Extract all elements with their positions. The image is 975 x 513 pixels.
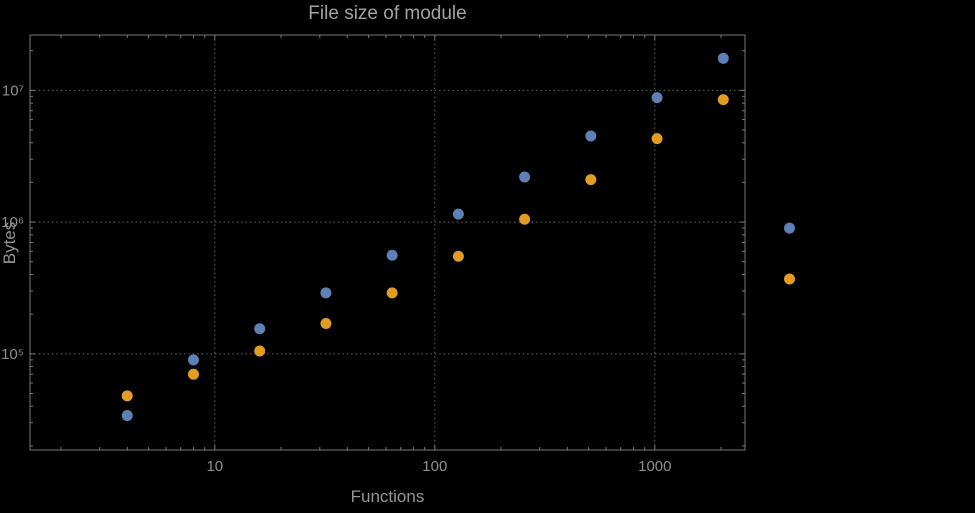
data-point-series-2-orange [651,133,663,145]
data-point-series-1-blue [187,354,199,366]
data-point-series-2-orange [187,368,199,380]
data-point-series-1-blue [452,208,464,220]
x-tick-label: 1000 [638,458,671,475]
data-point-series-1-blue [585,130,597,142]
data-point-series-1-blue [121,410,133,422]
data-point-series-2-orange [717,94,729,106]
x-tick-label: 10 [206,458,223,475]
data-point-series-2-orange [585,174,597,186]
data-point-series-1-blue [320,287,332,299]
data-point-series-1-blue [386,249,398,261]
data-point-series-2-orange [320,317,332,329]
data-point-series-2-orange [121,390,133,402]
x-tick-label: 100 [422,458,447,475]
chart-title: File size of module [308,3,467,24]
data-point-series-2-orange [254,345,266,357]
data-point-series-1-blue [519,171,531,183]
data-point-series-2-orange [452,250,464,262]
data-point-series-2-orange [784,273,796,285]
data-point-series-1-blue [784,222,796,234]
y-axis-label: Bytes [0,221,19,265]
data-point-series-2-orange [519,213,531,225]
y-tick-label: 10⁷ [2,82,24,99]
data-point-series-1-blue [651,92,663,104]
y-tick-label: 10⁶ [1,214,24,231]
data-point-series-2-orange [386,287,398,299]
plot-frame [29,34,746,451]
data-point-series-1-blue [717,52,729,64]
y-tick-label: 10⁵ [1,346,24,363]
x-axis-label: Functions [350,487,425,506]
data-point-series-1-blue [254,323,266,335]
